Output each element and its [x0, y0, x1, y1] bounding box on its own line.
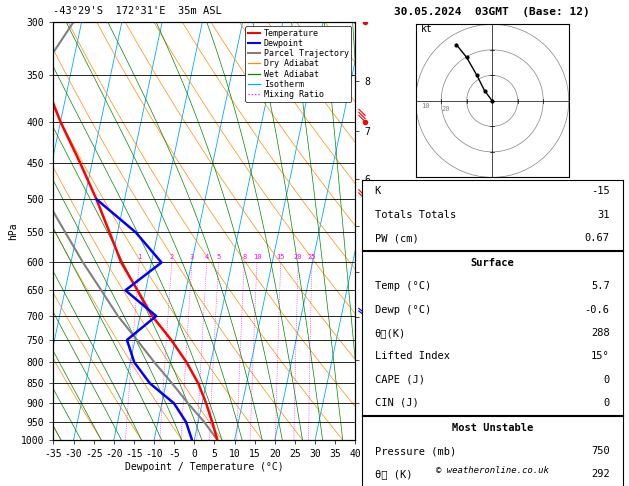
- Text: Dewp (°C): Dewp (°C): [375, 305, 431, 314]
- Text: 3: 3: [190, 254, 194, 260]
- Text: 25: 25: [308, 254, 316, 260]
- Text: θᴇ(K): θᴇ(K): [375, 328, 406, 338]
- Legend: Temperature, Dewpoint, Parcel Trajectory, Dry Adiabat, Wet Adiabat, Isotherm, Mi: Temperature, Dewpoint, Parcel Trajectory…: [245, 26, 351, 102]
- Text: 15°: 15°: [591, 351, 610, 361]
- Text: kt: kt: [421, 24, 433, 34]
- Text: CIN (J): CIN (J): [375, 398, 418, 408]
- Text: 10: 10: [421, 104, 429, 109]
- Text: 288: 288: [591, 328, 610, 338]
- Text: 15: 15: [277, 254, 285, 260]
- Text: 0.67: 0.67: [585, 233, 610, 243]
- Text: Surface: Surface: [470, 258, 514, 268]
- Text: CAPE (J): CAPE (J): [375, 375, 425, 384]
- Text: 292: 292: [591, 469, 610, 479]
- Text: -43°29'S  172°31'E  35m ASL: -43°29'S 172°31'E 35m ASL: [53, 6, 222, 16]
- Text: K: K: [375, 187, 381, 196]
- Text: Pressure (mb): Pressure (mb): [375, 446, 456, 456]
- Text: -15: -15: [591, 187, 610, 196]
- Text: 5: 5: [216, 254, 221, 260]
- Text: 20: 20: [441, 106, 450, 112]
- Text: Temp (°C): Temp (°C): [375, 281, 431, 291]
- Text: 20: 20: [294, 254, 303, 260]
- Text: 0: 0: [603, 398, 610, 408]
- Text: © weatheronline.co.uk: © weatheronline.co.uk: [436, 466, 548, 475]
- Text: 10: 10: [253, 254, 261, 260]
- Y-axis label: hPa: hPa: [8, 222, 18, 240]
- Text: 30.05.2024  03GMT  (Base: 12): 30.05.2024 03GMT (Base: 12): [394, 7, 590, 17]
- Text: 2: 2: [170, 254, 174, 260]
- Y-axis label: km
ASL: km ASL: [364, 209, 382, 231]
- Text: 4: 4: [204, 254, 209, 260]
- Text: 0: 0: [603, 375, 610, 384]
- Text: LCL: LCL: [362, 421, 376, 430]
- Text: 5.7: 5.7: [591, 281, 610, 291]
- Text: 31: 31: [597, 210, 610, 220]
- Text: θᴇ (K): θᴇ (K): [375, 469, 412, 479]
- Text: 750: 750: [591, 446, 610, 456]
- Text: PW (cm): PW (cm): [375, 233, 418, 243]
- Text: Totals Totals: Totals Totals: [375, 210, 456, 220]
- Text: 8: 8: [242, 254, 247, 260]
- Text: -0.6: -0.6: [585, 305, 610, 314]
- Text: 1: 1: [137, 254, 142, 260]
- X-axis label: Dewpoint / Temperature (°C): Dewpoint / Temperature (°C): [125, 462, 284, 471]
- Text: Most Unstable: Most Unstable: [452, 423, 533, 433]
- Text: Lifted Index: Lifted Index: [375, 351, 450, 361]
